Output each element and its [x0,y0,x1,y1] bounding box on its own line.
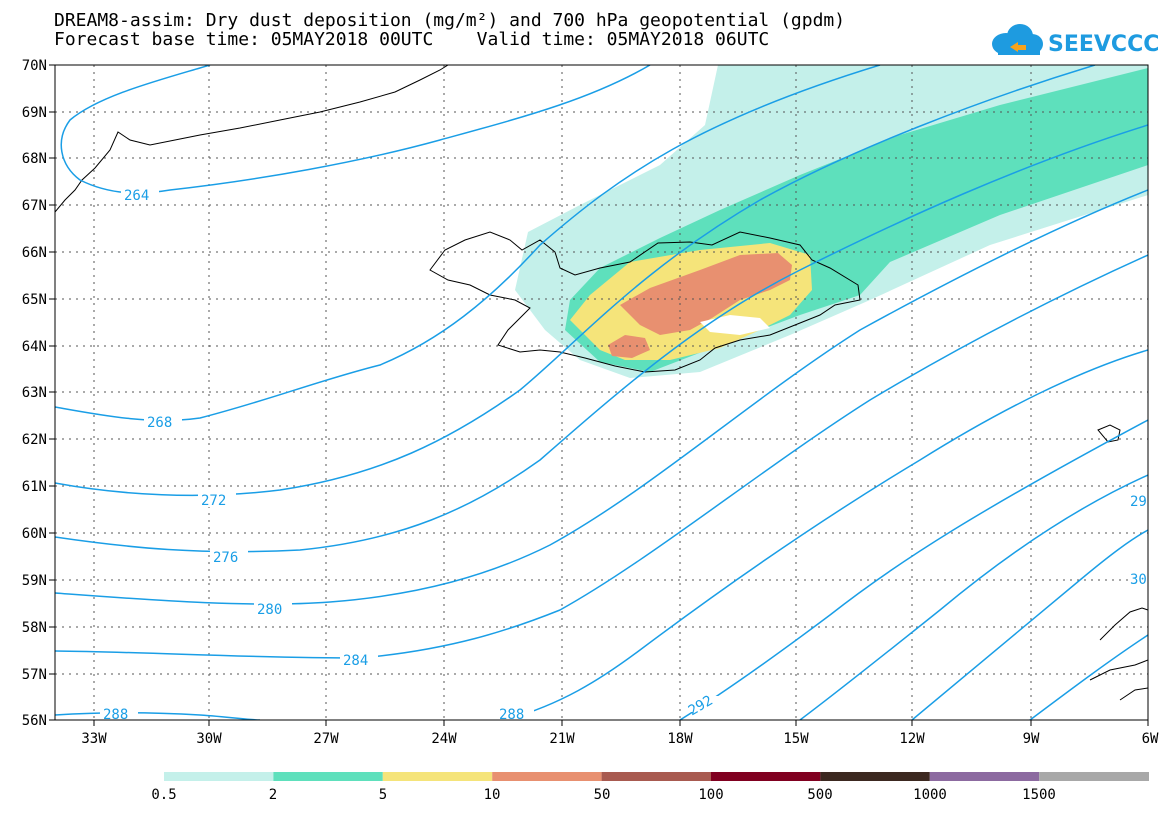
svg-text:30: 30 [1130,572,1147,588]
lat-label: 68N [22,151,47,167]
logo-text: SEEVCCC [1048,32,1159,57]
svg-text:276: 276 [213,550,238,566]
lon-label: 27W [313,731,339,747]
axis-ticks [49,64,1149,726]
contour-label-292: 292 [684,693,722,719]
faroe-coast [1097,424,1121,443]
colorbar-label: 50 [594,787,611,803]
lon-label: 21W [549,731,575,747]
contour-label-288a: 288 [100,706,138,723]
colorbar-swatch [601,772,711,781]
lat-label: 59N [22,573,47,589]
contour-labels: 264 268 272 276 280 284 288 288 292 29 3… [100,187,1148,723]
svg-text:264: 264 [124,188,149,204]
contour-label-264: 264 [121,187,159,204]
lon-label: 30W [196,731,222,747]
lon-label: 33W [81,731,107,747]
contour-label-276: 276 [210,548,248,566]
colorbar-swatch [273,772,383,781]
colorbar-label: 100 [698,787,723,803]
colorbar-label: 5 [379,787,387,803]
svg-text:284: 284 [343,653,368,669]
cloud-logo-icon [992,24,1043,55]
colorbar-swatch [382,772,493,781]
longitude-labels: 33W 30W 27W 24W 21W 18W 15W 12W 9W 6W [81,731,1159,747]
svg-text:288: 288 [103,707,128,723]
colorbar-swatch [492,772,602,781]
colorbar-label: 2 [269,787,277,803]
lat-label: 70N [22,58,47,74]
svg-text:268: 268 [147,415,172,431]
scotland-coast [1089,607,1148,701]
lat-label: 57N [22,667,47,683]
lon-label: 24W [431,731,457,747]
lat-label: 69N [22,105,47,121]
svg-text:272: 272 [201,493,226,509]
lat-label: 56N [22,713,47,729]
contour-label-288b: 288 [496,707,534,723]
lat-label: 58N [22,620,47,636]
lat-label: 62N [22,432,47,448]
colorbar-label: 0.5 [151,787,176,803]
colorbar-swatch [164,772,274,781]
lat-label: 60N [22,526,47,542]
lon-label: 12W [899,731,925,747]
contour-label-280: 280 [254,600,292,618]
dust-clear-patch [700,315,770,335]
lon-label: 15W [783,731,809,747]
colorbar-label: 1000 [913,787,947,803]
chart-subtitle: Forecast base time: 05MAY2018 00UTC Vali… [54,29,770,50]
contour-label-272: 272 [198,491,236,509]
lat-label: 63N [22,385,47,401]
lon-label: 6W [1142,731,1159,747]
dust-band-10 [620,253,792,335]
svg-text:288: 288 [499,707,524,723]
svg-text:29: 29 [1130,494,1147,510]
chart-title: DREAM8-assim: Dry dust deposition (mg/m²… [54,10,846,31]
lat-label: 61N [22,479,47,495]
colorbar-label: 500 [807,787,832,803]
lat-label: 65N [22,292,47,308]
colorbar-label: 10 [484,787,501,803]
contour-label-30: 30 [1128,570,1148,588]
latitude-labels: 70N 69N 68N 67N 66N 65N 64N 63N 62N 61N … [22,58,47,729]
lat-lon-grid [55,65,1148,720]
lat-label: 67N [22,198,47,214]
contour-label-29: 29 [1128,492,1148,510]
lon-label: 9W [1023,731,1040,747]
lat-label: 64N [22,339,47,355]
colorbar: 0.5 2 5 10 50 100 500 1000 1500 [151,772,1149,803]
contour-label-268: 268 [144,413,182,431]
colorbar-swatch [929,772,1040,781]
lat-label: 66N [22,245,47,261]
iceland-coast [429,231,861,373]
colorbar-swatch [1039,772,1149,781]
seevccc-logo: SEEVCCC [992,24,1159,57]
lon-label: 18W [667,731,693,747]
colorbar-swatch [711,772,821,781]
greenland-coast [55,65,449,213]
colorbar-label: 1500 [1022,787,1056,803]
dust-deposition-shading [515,65,1148,378]
colorbar-swatch [820,772,930,781]
contour-label-284: 284 [340,651,378,669]
svg-text:280: 280 [257,602,282,618]
